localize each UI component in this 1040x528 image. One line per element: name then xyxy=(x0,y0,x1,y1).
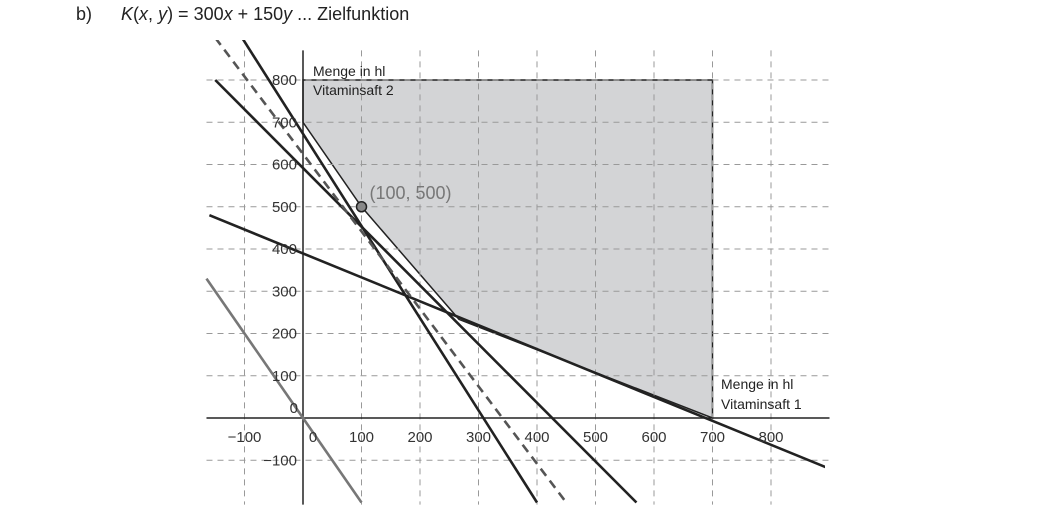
axes-layer xyxy=(206,50,830,505)
y-axis-label: Menge in hl xyxy=(313,63,385,79)
task-part-label: b) xyxy=(76,4,93,24)
formula-plus: + 150 xyxy=(232,4,284,24)
formula-var-x2: x xyxy=(223,4,233,24)
series-line-2 xyxy=(214,79,638,504)
x-tick-label: 700 xyxy=(700,429,725,446)
axis-labels-layer: Menge in hl Vitaminsaft 2 Menge in hl Vitam… xyxy=(313,63,802,412)
series-line-1 xyxy=(241,40,539,504)
objective-function-formula: K(x, y) = 300x + 150y ... Zielfunktion xyxy=(121,4,409,24)
optimum-point-marker xyxy=(355,201,368,213)
x-tick-label: 600 xyxy=(641,429,666,446)
x-tick-label: 0 xyxy=(309,429,317,446)
y-tick-label: 400 xyxy=(272,241,297,258)
formula-var-y2: y xyxy=(283,4,293,24)
y-tick-label: 500 xyxy=(272,199,297,216)
x-tick-label: 500 xyxy=(583,429,608,446)
x-tick-label: 100 xyxy=(349,429,374,446)
y-tick-label: 600 xyxy=(272,157,297,174)
x-tick-label: 200 xyxy=(407,429,432,446)
constraint-lines-layer xyxy=(205,40,825,504)
formula-suffix: ... Zielfunktion xyxy=(292,4,410,24)
formula-open: ( xyxy=(133,4,140,24)
series-line-5 xyxy=(205,277,363,504)
y-tick-label: 800 xyxy=(272,72,297,89)
x-axis-label: Vitaminsaft 1 xyxy=(721,396,802,412)
x-tick-label: 300 xyxy=(466,429,491,446)
task-heading: b) K(x, y) = 300x + 150y ... Zielfunktio… xyxy=(76,4,409,25)
tick-labels-layer: −100 0 100 200 300 400 500 600 700 800 −100 0 100 200… xyxy=(228,72,784,469)
x-axis-label: Menge in hl xyxy=(721,376,793,392)
y-tick-label: 0 xyxy=(290,400,298,417)
formula-rest: ) = 300 xyxy=(167,4,224,24)
formula-var-y: y xyxy=(158,4,168,24)
y-tick-label: 100 xyxy=(272,368,297,385)
optimum-point-layer: (100, 500) xyxy=(355,183,452,213)
y-tick-label: −100 xyxy=(263,452,297,469)
y-axis-label: Vitaminsaft 2 xyxy=(313,82,394,98)
x-tick-label: −100 xyxy=(228,429,262,446)
series-line-4 xyxy=(215,40,568,504)
y-tick-label: 200 xyxy=(272,326,297,343)
formula-sep: , xyxy=(148,4,159,24)
x-tick-label: 800 xyxy=(758,429,783,446)
optimum-point-label: (100, 500) xyxy=(370,183,452,203)
x-tick-label: 400 xyxy=(524,429,549,446)
formula-var-x: x xyxy=(139,4,149,24)
formula-function-name: K xyxy=(121,4,134,24)
series-line-3 xyxy=(208,213,825,469)
y-tick-label: 700 xyxy=(272,114,297,131)
y-tick-label: 300 xyxy=(272,283,297,300)
